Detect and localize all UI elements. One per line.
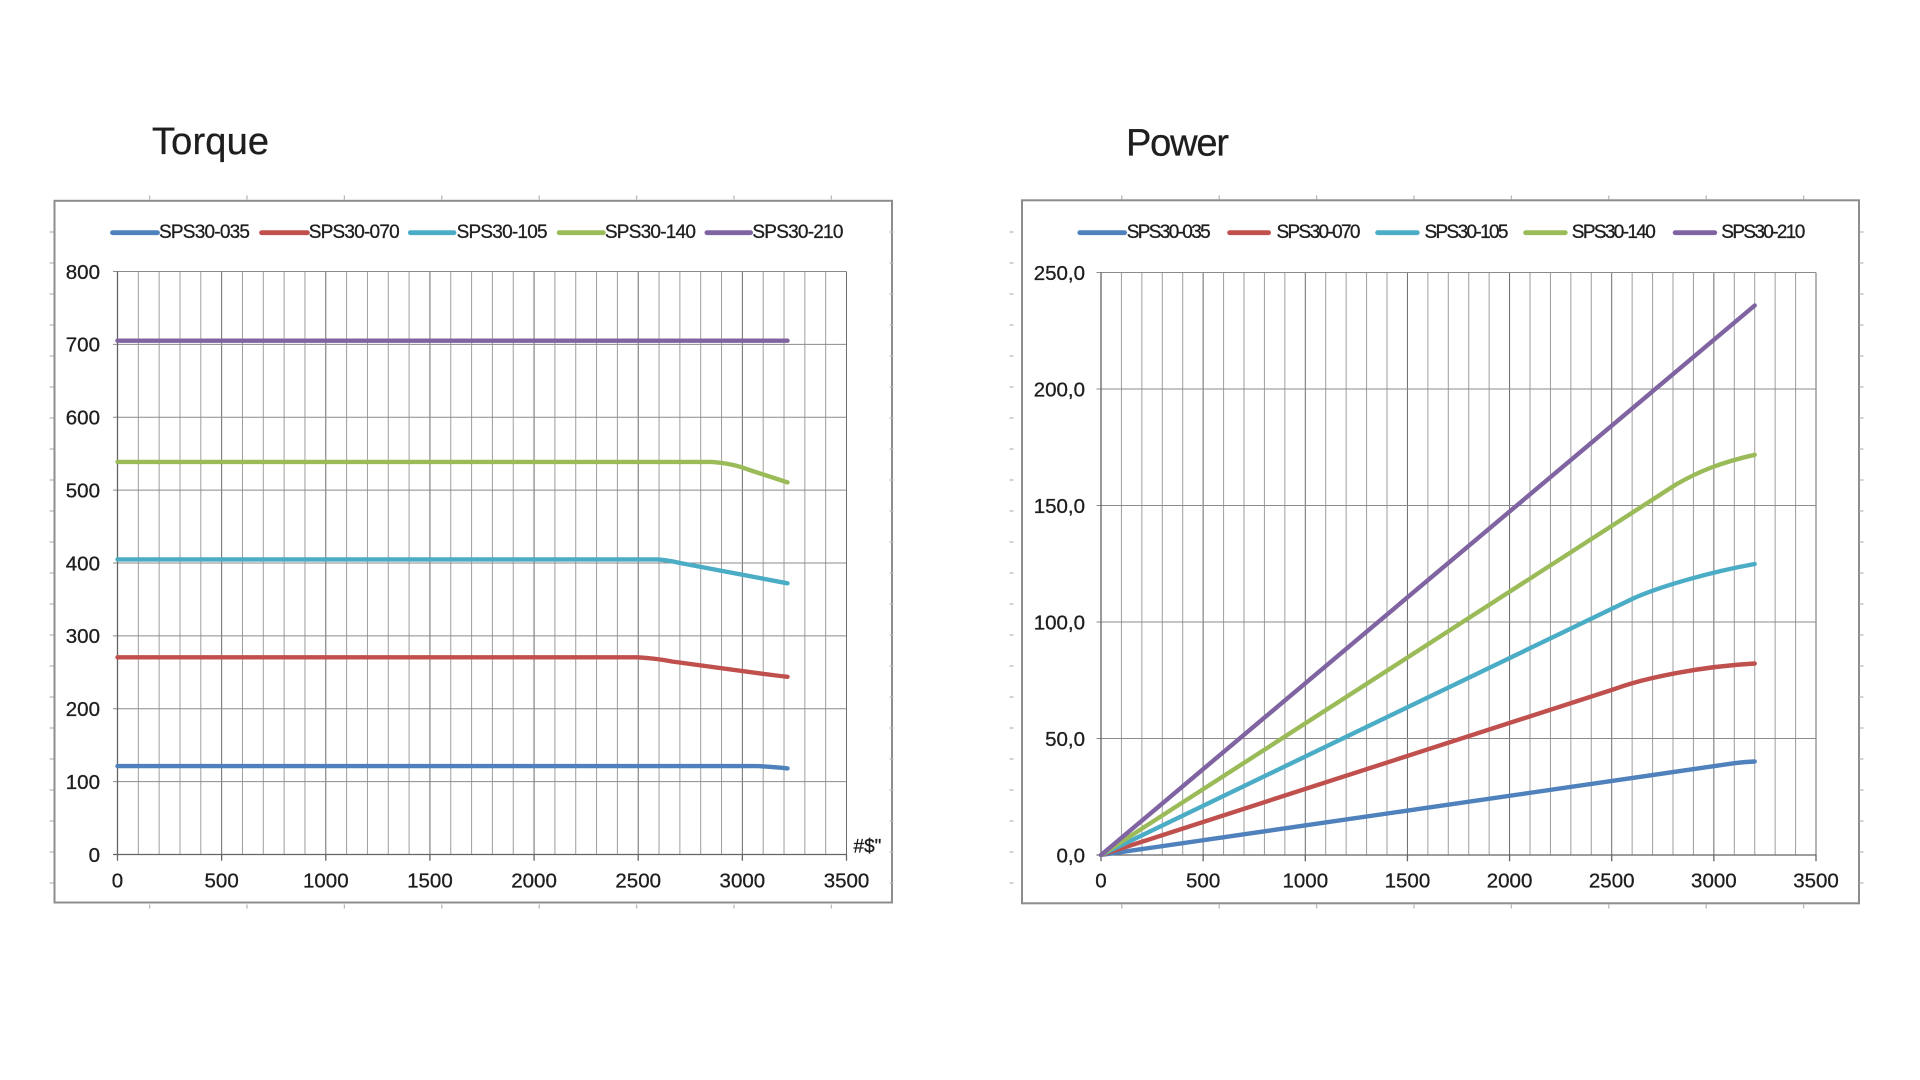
svg-text:300: 300 xyxy=(66,625,100,648)
svg-text:500: 500 xyxy=(205,870,239,893)
svg-text:2500: 2500 xyxy=(1589,870,1635,893)
svg-text:0: 0 xyxy=(1095,870,1106,893)
svg-text:2000: 2000 xyxy=(511,870,557,893)
svg-text:800: 800 xyxy=(66,261,100,284)
svg-text:700: 700 xyxy=(66,334,100,357)
svg-text:3500: 3500 xyxy=(824,870,870,893)
svg-text:SPS30-105: SPS30-105 xyxy=(1425,222,1509,243)
svg-text:200: 200 xyxy=(66,698,100,721)
svg-text:SPS30-105: SPS30-105 xyxy=(457,222,548,243)
svg-text:2500: 2500 xyxy=(615,870,661,893)
svg-text:1000: 1000 xyxy=(1282,870,1328,893)
svg-text:200,0: 200,0 xyxy=(1034,378,1085,401)
svg-text:400: 400 xyxy=(66,552,100,575)
svg-text:#$": #$" xyxy=(854,837,882,858)
svg-text:SPS30-035: SPS30-035 xyxy=(159,222,250,243)
svg-text:Torque: Torque xyxy=(152,121,269,163)
svg-text:SPS30-140: SPS30-140 xyxy=(605,222,696,243)
svg-text:3500: 3500 xyxy=(1793,870,1839,893)
svg-text:0,0: 0,0 xyxy=(1057,844,1086,867)
svg-text:100: 100 xyxy=(66,771,100,794)
svg-text:Power: Power xyxy=(1126,123,1229,165)
svg-text:1000: 1000 xyxy=(303,870,349,893)
svg-text:1500: 1500 xyxy=(407,870,453,893)
svg-text:SPS30-140: SPS30-140 xyxy=(1572,222,1656,243)
svg-text:150,0: 150,0 xyxy=(1034,495,1085,518)
svg-text:3000: 3000 xyxy=(1691,870,1737,893)
svg-text:1500: 1500 xyxy=(1385,870,1431,893)
svg-text:100,0: 100,0 xyxy=(1034,611,1085,634)
svg-text:SPS30-210: SPS30-210 xyxy=(752,222,843,243)
svg-text:SPS30-210: SPS30-210 xyxy=(1721,222,1805,243)
svg-text:3000: 3000 xyxy=(720,870,766,893)
svg-text:500: 500 xyxy=(66,479,100,502)
svg-text:SPS30-070: SPS30-070 xyxy=(309,222,400,243)
svg-text:0: 0 xyxy=(89,844,100,867)
svg-text:500: 500 xyxy=(1186,870,1220,893)
svg-text:600: 600 xyxy=(66,407,100,430)
svg-text:0: 0 xyxy=(112,870,123,893)
svg-text:50,0: 50,0 xyxy=(1045,728,1085,751)
svg-text:250,0: 250,0 xyxy=(1034,262,1085,285)
svg-text:SPS30-070: SPS30-070 xyxy=(1277,222,1361,243)
svg-text:SPS30-035: SPS30-035 xyxy=(1127,222,1211,243)
svg-text:2000: 2000 xyxy=(1487,870,1533,893)
